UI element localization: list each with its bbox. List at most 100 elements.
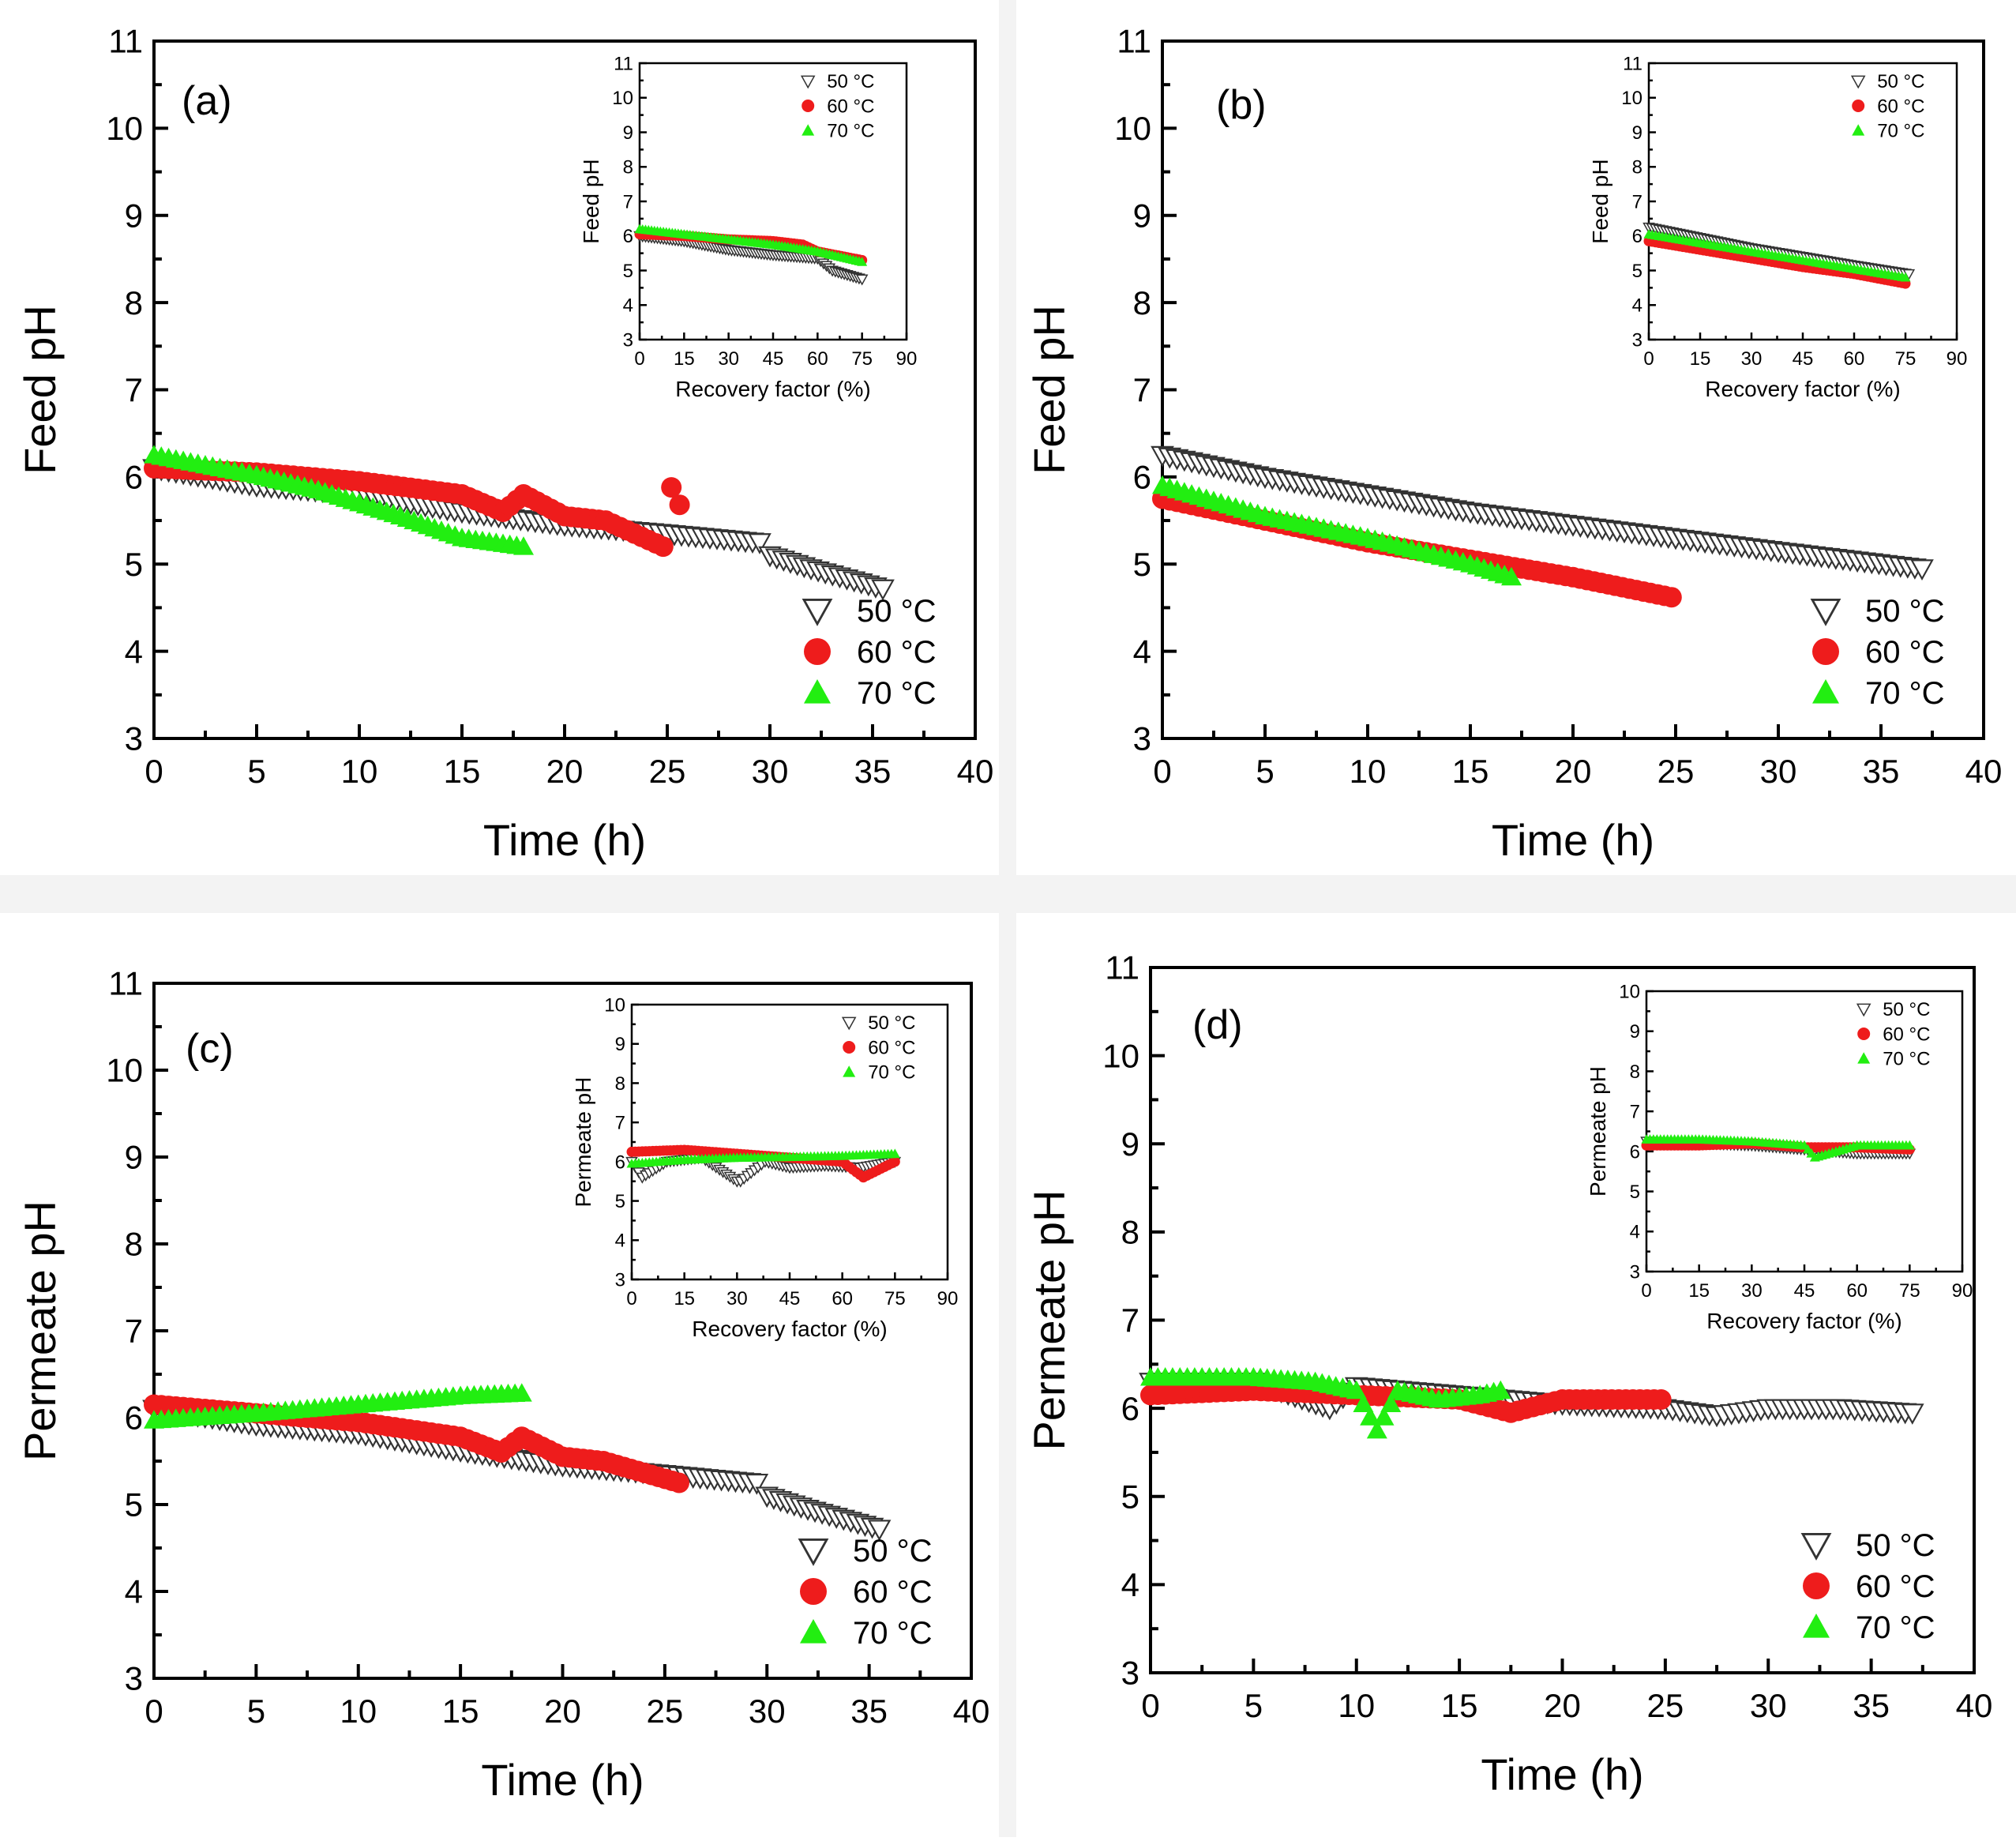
series-70c — [1140, 1367, 1511, 1439]
y-tick-label: 10 — [1114, 110, 1151, 147]
x-axis-label: Time (h) — [483, 815, 646, 865]
series-50c — [1151, 445, 1934, 580]
y-axis-label: Feed pH — [1024, 305, 1074, 475]
inset-x-tick-label: 45 — [1793, 348, 1814, 370]
legend: 50 °C 60 °C 70 °C — [1810, 594, 1945, 711]
y-tick-label: 8 — [125, 284, 143, 321]
x-tick-label: 10 — [340, 1693, 377, 1730]
inset-x-tick-label: 0 — [1643, 348, 1654, 370]
panel-label: (c) — [186, 1026, 234, 1072]
inset-legend-label-50c: 50 °C — [827, 71, 874, 92]
inset-series-70c — [1641, 1134, 1915, 1162]
inset-y-tick-label: 4 — [1630, 1222, 1640, 1243]
legend-label-50c: 50 °C — [853, 1534, 933, 1569]
y-tick-label: 6 — [1121, 1390, 1139, 1427]
legend-marker-50c — [798, 1538, 829, 1566]
data-point — [871, 579, 895, 601]
data-point — [1661, 587, 1682, 608]
series-70c — [1152, 475, 1522, 586]
inset-y-tick-label: 10 — [612, 88, 633, 109]
inset-x-tick-label: 90 — [1952, 1280, 1973, 1302]
y-axis-label: Permeate pH — [1024, 1190, 1074, 1451]
inset-x-tick-label: 75 — [884, 1288, 906, 1309]
series-70c — [144, 1383, 532, 1429]
inset-data-point — [855, 274, 869, 286]
inset-y-tick-label: 3 — [615, 1269, 625, 1291]
x-tick-label: 40 — [1956, 1687, 1993, 1724]
y-tick-label: 7 — [125, 371, 143, 408]
inset-x-tick-label: 75 — [1899, 1280, 1920, 1302]
inset-x-tick-label: 0 — [634, 348, 644, 370]
inset-legend-marker-70c — [843, 1065, 856, 1077]
data-point — [513, 536, 534, 555]
x-tick-label: 15 — [1441, 1687, 1478, 1724]
data-point — [1360, 1407, 1381, 1426]
inset-legend-marker-60c — [1852, 100, 1865, 112]
inset-legend-marker-50c — [841, 1016, 857, 1031]
x-tick-label: 30 — [749, 1693, 786, 1730]
y-axis-label: Feed pH — [15, 305, 65, 475]
y-tick-label: 3 — [1133, 720, 1151, 757]
legend-marker-70c — [1803, 1614, 1830, 1638]
inset-legend-marker-50c — [1850, 75, 1866, 89]
inset-legend: 50 °C 60 °C 70 °C — [1850, 71, 1924, 142]
inset-y-tick-label: 8 — [623, 157, 633, 178]
y-tick-label: 11 — [108, 965, 143, 1002]
inset-legend-label-60c: 60 °C — [868, 1037, 915, 1058]
x-tick-label: 15 — [442, 1693, 479, 1730]
x-tick-label: 5 — [1245, 1687, 1263, 1724]
x-axis-label: Time (h) — [1481, 1749, 1643, 1799]
data-point — [745, 1474, 769, 1495]
legend-label-60c: 60 °C — [857, 635, 937, 670]
inset-x-tick-label: 0 — [1641, 1280, 1651, 1302]
y-tick-label: 8 — [1133, 284, 1151, 321]
legend-marker-50c — [802, 598, 833, 626]
x-tick-label: 0 — [1141, 1687, 1159, 1724]
inset-x-tick-label: 75 — [851, 348, 873, 370]
data-point — [661, 477, 682, 498]
y-tick-label: 5 — [125, 1486, 143, 1524]
x-tick-label: 40 — [957, 753, 994, 790]
x-tick-label: 30 — [752, 753, 789, 790]
x-tick-label: 5 — [247, 753, 265, 790]
x-axis-label: Time (h) — [481, 1755, 644, 1805]
legend: 50 °C 60 °C 70 °C — [798, 1534, 933, 1651]
inset-legend: 50 °C 60 °C 70 °C — [800, 71, 874, 142]
inset-x-axis-label: Recovery factor (%) — [1705, 377, 1900, 401]
inset-x-tick-label: 75 — [1895, 348, 1917, 370]
inset-y-axis-label: Feed pH — [1588, 159, 1612, 243]
inset-legend-marker-70c — [1852, 124, 1865, 136]
legend-label-70c: 70 °C — [853, 1616, 933, 1651]
inset-x-axis-label: Recovery factor (%) — [692, 1317, 887, 1341]
x-axis-label: Time (h) — [1492, 815, 1654, 865]
panel-label: (b) — [1216, 82, 1267, 128]
gutter-horizontal — [0, 875, 2016, 913]
inset-y-tick-label: 4 — [623, 295, 633, 317]
data-point — [1373, 1407, 1395, 1426]
x-tick-label: 25 — [647, 1693, 684, 1730]
inset-y-tick-label: 4 — [1632, 295, 1642, 317]
y-tick-label: 11 — [108, 23, 143, 60]
data-point — [867, 1520, 892, 1542]
inset-y-tick-label: 7 — [615, 1113, 625, 1134]
x-tick-label: 35 — [854, 753, 892, 790]
x-tick-label: 15 — [1452, 753, 1489, 790]
inset-y-tick-label: 10 — [604, 994, 625, 1016]
inset-y-tick-label: 7 — [1630, 1102, 1640, 1123]
inset-y-tick-label: 9 — [623, 122, 633, 144]
data-point — [1346, 1380, 1367, 1400]
y-tick-label: 5 — [1121, 1478, 1139, 1515]
data-point — [1650, 1388, 1672, 1410]
legend-label-70c: 70 °C — [1865, 676, 1945, 711]
x-tick-label: 25 — [1657, 753, 1695, 790]
x-tick-label: 5 — [1256, 753, 1274, 790]
inset-data-point — [889, 1148, 900, 1159]
inset-legend-marker-60c — [802, 100, 815, 112]
y-tick-label: 4 — [125, 633, 143, 670]
y-tick-label: 3 — [125, 1660, 143, 1697]
